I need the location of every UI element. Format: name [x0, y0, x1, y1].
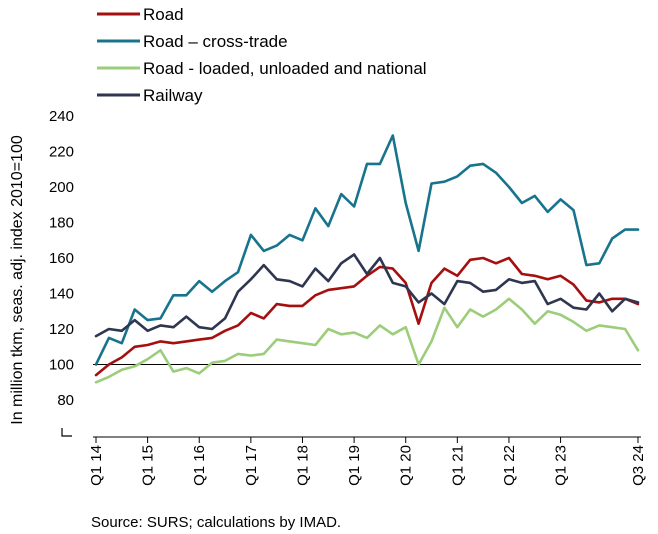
- y-tick-label: 220: [49, 144, 74, 161]
- series-line-0: [94, 256, 640, 377]
- x-axis: Q1 14 Q1 15 Q1 16 Q1 17 Q1 18 Q1 19 Q1 20 Q1 21…: [88, 436, 647, 486]
- y-tick-label: 120: [49, 321, 74, 338]
- x-tick-label: Q1 15: [140, 445, 157, 486]
- y-tick-label: 240: [49, 108, 74, 125]
- source-note: Source: SURS; calculations by IMAD.: [91, 514, 341, 531]
- y-tick-label: 140: [49, 286, 74, 303]
- x-tick-label: Q1 16: [191, 445, 208, 486]
- legend-label: Road – cross-trade: [143, 32, 288, 51]
- series-line-1: [94, 134, 640, 366]
- y-tick-label: 200: [49, 179, 74, 196]
- series-line-3: [94, 253, 640, 338]
- x-tick-label: Q1 21: [449, 445, 466, 486]
- x-tick-label: Q1 19: [346, 445, 363, 486]
- y-tick-label: 160: [49, 250, 74, 267]
- legend-label: Road - loaded, unloaded and national: [143, 59, 427, 78]
- x-tick-label: Q1 17: [243, 445, 260, 486]
- x-tick-label: Q1 22: [501, 445, 518, 486]
- series-line-2: [94, 297, 640, 384]
- x-tick-label: Q1 23: [553, 445, 570, 486]
- y-tick-label: 80: [57, 392, 74, 409]
- x-tick-label: Q1 20: [398, 445, 415, 486]
- series-layer: [94, 134, 640, 384]
- legend-label: Road: [143, 5, 184, 24]
- axis-break-mark: [61, 428, 72, 437]
- y-tick-label: 180: [49, 215, 74, 232]
- y-tick-label: 100: [49, 357, 74, 374]
- y-axis-title: In million tkm, seas. adj. index 2010=10…: [9, 135, 26, 425]
- x-tick-label: Q3 24: [630, 445, 647, 486]
- legend-label: Railway: [143, 86, 203, 105]
- x-tick-label: Q1 14: [88, 445, 105, 486]
- legend: Road Road – cross-trade Road - loaded, unl…: [97, 5, 427, 105]
- x-tick-label: Q1 18: [294, 445, 311, 486]
- y-axis: 80 100 120 140 160 180 200 220 240: [49, 108, 641, 437]
